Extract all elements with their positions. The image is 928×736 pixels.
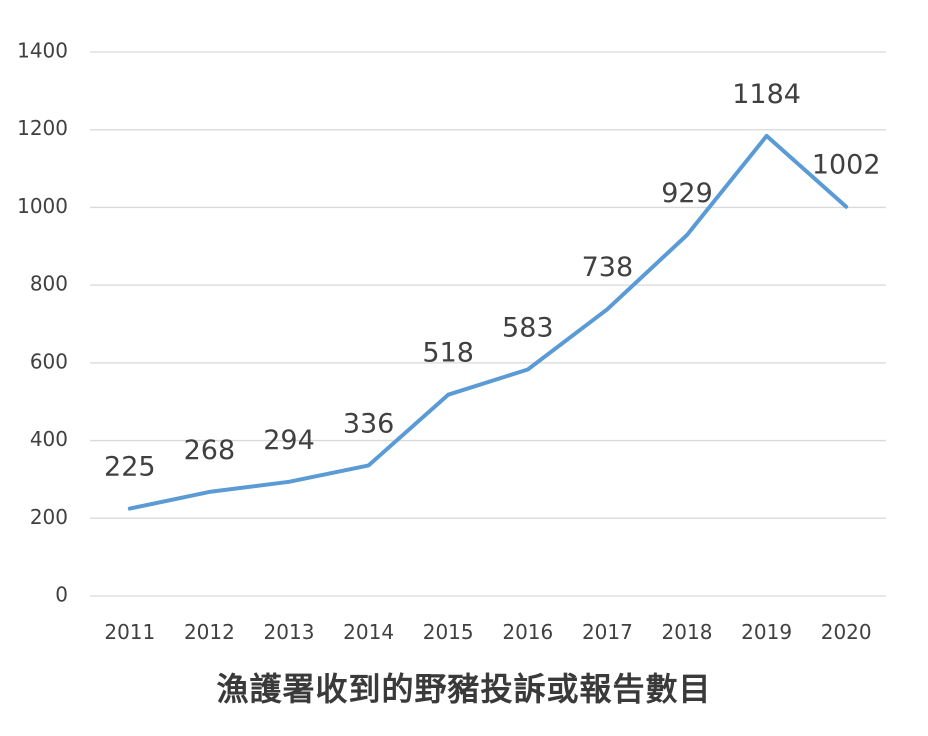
y-tick-label: 1200 [17, 116, 68, 140]
y-tick-label: 0 [55, 583, 68, 607]
data-label: 583 [502, 312, 554, 343]
data-label: 1184 [732, 79, 801, 110]
y-tick-label: 800 [30, 272, 68, 296]
y-axis-ticks: 0 200 400 600 800 1000 1200 1400 [17, 39, 68, 607]
y-tick-label: 200 [30, 505, 68, 529]
y-tick-label: 600 [30, 349, 68, 373]
x-tick-label: 2013 [264, 620, 315, 644]
x-tick-label: 2017 [582, 620, 633, 644]
chart-title: 漁護署收到的野豬投訴或報告數目 [216, 670, 712, 708]
gridlines [90, 51, 886, 597]
data-label: 518 [422, 338, 474, 369]
x-axis-ticks: 2011 2012 2013 2014 2015 2016 2017 2018 2019 2020 [104, 620, 871, 644]
data-label: 738 [582, 252, 634, 283]
data-label: 929 [661, 178, 713, 209]
x-tick-label: 2019 [741, 620, 792, 644]
x-tick-label: 2018 [662, 620, 713, 644]
y-tick-label: 400 [30, 427, 68, 451]
x-tick-label: 2014 [343, 620, 394, 644]
x-tick-label: 2012 [184, 620, 235, 644]
data-labels: 225 268 294 336 518 583 738 929 1184 1002 [104, 79, 881, 483]
y-tick-label: 1000 [17, 194, 68, 218]
series-line [127, 133, 849, 511]
data-label: 1002 [812, 150, 881, 181]
data-label: 336 [343, 408, 395, 439]
x-tick-label: 2016 [502, 620, 553, 644]
data-label: 268 [184, 435, 236, 466]
x-tick-label: 2020 [821, 620, 872, 644]
x-tick-label: 2011 [104, 620, 155, 644]
data-label: 225 [104, 452, 156, 483]
series-layer [127, 133, 849, 511]
y-tick-label: 1400 [17, 39, 68, 63]
data-label: 294 [263, 425, 315, 456]
x-tick-label: 2015 [423, 620, 474, 644]
